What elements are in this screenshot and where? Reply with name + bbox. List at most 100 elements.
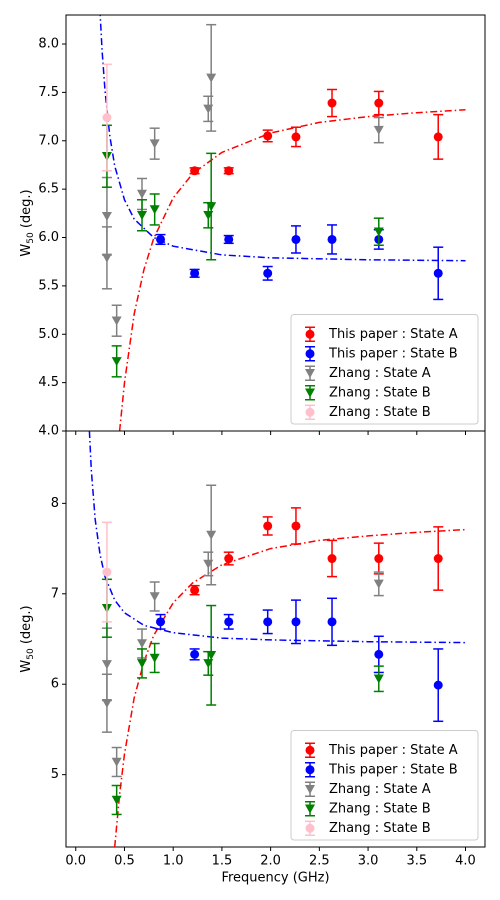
marker [263, 268, 273, 278]
y-tick-label: 8.0 [38, 37, 59, 52]
marker [305, 349, 315, 359]
marker [374, 554, 384, 564]
y-tick-label: 4.0 [38, 424, 59, 439]
legend-label: This paper : State A [328, 743, 458, 758]
x-tick-label: 3.0 [358, 854, 379, 869]
marker [291, 521, 301, 531]
x-axis-label: Frequency (GHz) [221, 871, 329, 886]
legend-box [290, 314, 479, 425]
marker [102, 567, 112, 577]
legend-label: This paper : State B [328, 346, 458, 361]
marker [101, 660, 112, 670]
legend-label: Zhang : State A [329, 782, 431, 797]
legend-label: Zhang : State A [329, 366, 431, 381]
legend-box [290, 730, 479, 841]
marker [137, 189, 148, 199]
x-tick-label: 2.0 [260, 854, 281, 869]
marker [137, 639, 148, 649]
marker [111, 357, 122, 367]
y-label-main: W [19, 244, 34, 257]
marker [305, 369, 315, 378]
x-tick-label: 1.0 [163, 854, 184, 869]
x-tick-label: 0.5 [114, 854, 135, 869]
y-tick-label: 5.5 [38, 278, 59, 293]
legend-label: This paper : State B [328, 762, 458, 777]
x-tick-label: 3.5 [406, 854, 427, 869]
legend-label: Zhang : State B [329, 405, 431, 420]
marker [305, 804, 315, 814]
marker [206, 530, 217, 540]
marker [373, 227, 384, 237]
marker [433, 680, 443, 690]
marker [224, 617, 234, 627]
marker [190, 166, 200, 176]
marker [373, 125, 384, 135]
y-tick-label: 7.0 [38, 133, 59, 148]
legend-label: Zhang : State B [329, 385, 431, 400]
marker [291, 617, 301, 627]
marker [101, 253, 112, 263]
marker [374, 98, 384, 108]
marker [327, 617, 337, 627]
y-tick-label: 6.5 [38, 182, 59, 197]
marker [305, 785, 315, 794]
marker [263, 617, 273, 627]
marker [101, 211, 112, 221]
marker [305, 823, 315, 833]
marker [373, 674, 384, 684]
y-tick-label: 8 [51, 496, 59, 511]
y-label-unit: (deg.) [19, 189, 34, 232]
y-tick-label: 7 [51, 586, 59, 601]
marker [224, 166, 234, 176]
x-tick-label: 0.0 [65, 854, 86, 869]
marker [111, 757, 122, 767]
x-tick-label: 2.5 [309, 854, 330, 869]
marker [149, 653, 160, 663]
marker [149, 592, 160, 602]
y-label-sub: 50 [26, 648, 36, 660]
marker [327, 234, 337, 244]
y-tick-label: 5 [51, 767, 59, 782]
marker [305, 745, 315, 755]
fit-curve [88, 431, 466, 644]
marker [305, 407, 315, 417]
y-label-unit: (deg.) [19, 605, 34, 648]
marker [156, 617, 166, 627]
fit-curves [88, 431, 466, 847]
marker [190, 268, 200, 278]
y-tick-label: 4.5 [38, 375, 59, 390]
marker [433, 132, 443, 142]
marker [373, 579, 384, 589]
legend-label: This paper : State A [328, 327, 458, 342]
marker [156, 234, 166, 244]
marker [111, 316, 122, 326]
marker [433, 268, 443, 278]
marker [149, 139, 160, 149]
marker [291, 234, 301, 244]
marker [111, 795, 122, 805]
marker [224, 554, 234, 564]
marker [305, 765, 315, 775]
marker [263, 131, 273, 141]
marker [137, 659, 148, 669]
y-label-main: W [19, 660, 34, 673]
marker [291, 132, 301, 142]
y-axis-label: W50 (deg.) [19, 605, 36, 672]
fit-curve [113, 528, 466, 847]
marker [374, 649, 384, 659]
panel: 4.0 4.5 5.0 5.5 6.0 6.5 7.0 7.5 8.0 W50 (deg.) Thi… [19, 14, 486, 439]
marker [190, 585, 200, 595]
marker [263, 521, 273, 531]
fit-curve [99, 15, 466, 262]
marker [327, 554, 337, 564]
marker [433, 554, 443, 564]
plot-frame [65, 430, 486, 848]
marker [149, 205, 160, 215]
y-tick-label: 7.5 [38, 85, 59, 100]
y-axis-label: W50 (deg.) [19, 189, 36, 256]
marker [327, 98, 337, 108]
marker [305, 329, 315, 339]
y-tick-label: 5.0 [38, 327, 59, 342]
legend: This paper : State A This paper : State B… [290, 730, 479, 841]
